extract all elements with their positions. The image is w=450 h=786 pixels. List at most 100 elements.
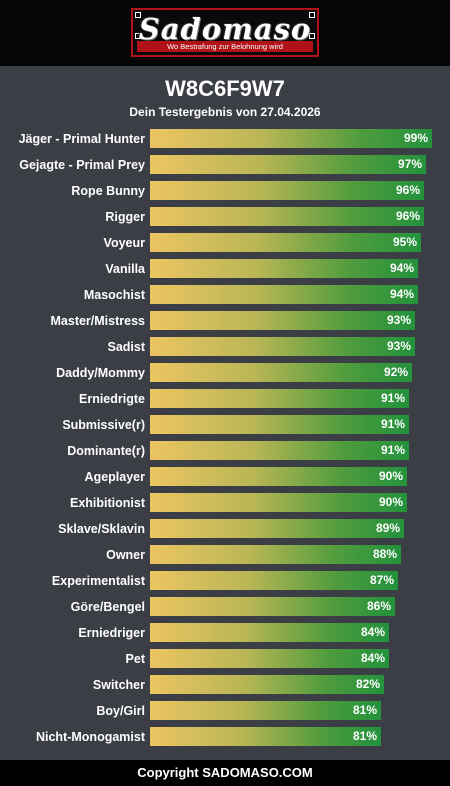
bar-track: 93%: [150, 311, 435, 330]
bar-track: 84%: [150, 649, 435, 668]
score-bar: 94%: [150, 259, 418, 278]
sadomaso-logo[interactable]: Sadomaso Wo Bestrafung zur Belohnung wir…: [131, 8, 319, 57]
score-value-label: 89%: [375, 521, 400, 535]
category-label: Jäger - Primal Hunter: [18, 132, 145, 146]
bar-track: 84%: [150, 623, 435, 642]
score-bar: 81%: [150, 727, 381, 746]
category-label: Daddy/Mommy: [56, 366, 145, 380]
bar-track: 96%: [150, 207, 435, 226]
category-label: Gejagte - Primal Prey: [19, 158, 145, 172]
score-value-label: 88%: [372, 547, 397, 561]
result-row: Sklave/Sklavin 89%: [0, 518, 450, 544]
bar-track: 89%: [150, 519, 435, 538]
score-value-label: 92%: [383, 365, 408, 379]
score-value-label: 90%: [378, 469, 403, 483]
category-label: Boy/Girl: [96, 704, 145, 718]
category-label: Pet: [125, 652, 145, 666]
category-label: Rope Bunny: [71, 184, 145, 198]
score-value-label: 96%: [395, 209, 420, 223]
result-row: Pet 84%: [0, 648, 450, 674]
score-value-label: 87%: [369, 573, 394, 587]
score-bar: 86%: [150, 597, 395, 616]
result-row: Owner 88%: [0, 544, 450, 570]
score-value-label: 90%: [378, 495, 403, 509]
bar-track: 90%: [150, 467, 435, 486]
bar-track: 88%: [150, 545, 435, 564]
score-bar: 84%: [150, 649, 389, 668]
category-label: Master/Mistress: [50, 314, 146, 328]
result-row: Vanilla 94%: [0, 258, 450, 284]
score-bar: 96%: [150, 207, 424, 226]
result-row: Rope Bunny 96%: [0, 180, 450, 206]
bar-track: 97%: [150, 155, 435, 174]
results-bar-chart: Jäger - Primal Hunter 99% Gejagte - Primal…: [0, 128, 450, 752]
result-row: Switcher 82%: [0, 674, 450, 700]
score-bar: 88%: [150, 545, 401, 564]
score-value-label: 93%: [386, 313, 411, 327]
result-row: Masochist 94%: [0, 284, 450, 310]
category-label: Ageplayer: [84, 470, 145, 484]
score-bar: 82%: [150, 675, 384, 694]
logo-corner-ornament: [309, 12, 315, 18]
score-bar: 94%: [150, 285, 418, 304]
score-value-label: 94%: [389, 261, 414, 275]
result-row: Dominante(r) 91%: [0, 440, 450, 466]
score-bar: 95%: [150, 233, 421, 252]
score-value-label: 96%: [395, 183, 420, 197]
score-bar: 81%: [150, 701, 381, 720]
category-label: Erniedriger: [78, 626, 145, 640]
score-bar: 90%: [150, 467, 407, 486]
bar-track: 91%: [150, 415, 435, 434]
bar-track: 95%: [150, 233, 435, 252]
logo-corner-ornament: [135, 33, 141, 39]
score-value-label: 84%: [360, 625, 385, 639]
category-label: Erniedrigte: [79, 392, 145, 406]
score-value-label: 81%: [352, 703, 377, 717]
result-row: Boy/Girl 81%: [0, 700, 450, 726]
result-row: Voyeur 95%: [0, 232, 450, 258]
bar-track: 91%: [150, 389, 435, 408]
result-row: Ageplayer 90%: [0, 466, 450, 492]
category-label: Rigger: [105, 210, 145, 224]
score-value-label: 81%: [352, 729, 377, 743]
score-value-label: 82%: [355, 677, 380, 691]
score-value-label: 91%: [380, 391, 405, 405]
bar-track: 90%: [150, 493, 435, 512]
result-row: Experimentalist 87%: [0, 570, 450, 596]
category-label: Göre/Bengel: [70, 600, 145, 614]
result-row: Nicht-Monogamist 81%: [0, 726, 450, 752]
top-header-bar: Sadomaso Wo Bestrafung zur Belohnung wir…: [0, 0, 450, 66]
category-label: Submissive(r): [62, 418, 145, 432]
result-code-title: W8C6F9W7: [165, 76, 285, 101]
category-label: Masochist: [83, 288, 145, 302]
bar-track: 81%: [150, 701, 435, 720]
result-row: Master/Mistress 93%: [0, 310, 450, 336]
logo-wordmark: Sadomaso: [138, 12, 312, 46]
bar-track: 99%: [150, 129, 435, 148]
result-row: Göre/Bengel 86%: [0, 596, 450, 622]
score-bar: 93%: [150, 337, 415, 356]
score-bar: 87%: [150, 571, 398, 590]
result-row: Gejagte - Primal Prey 97%: [0, 154, 450, 180]
category-label: Voyeur: [103, 236, 145, 250]
bar-track: 86%: [150, 597, 435, 616]
result-row: Erniedriger 84%: [0, 622, 450, 648]
score-bar: 96%: [150, 181, 424, 200]
category-label: Sklave/Sklavin: [58, 522, 145, 536]
score-value-label: 91%: [380, 417, 405, 431]
result-date-subtitle: Dein Testergebnis von 27.04.2026: [129, 105, 321, 119]
result-row: Exhibitionist 90%: [0, 492, 450, 518]
score-bar: 84%: [150, 623, 389, 642]
score-bar: 89%: [150, 519, 404, 538]
result-row: Sadist 93%: [0, 336, 450, 362]
score-bar: 92%: [150, 363, 412, 382]
category-label: Owner: [106, 548, 145, 562]
category-label: Switcher: [92, 678, 145, 692]
logo-tagline: Wo Bestrafung zur Belohnung wird: [137, 41, 313, 52]
score-bar: 90%: [150, 493, 407, 512]
score-bar: 91%: [150, 415, 409, 434]
category-label: Vanilla: [105, 262, 145, 276]
bar-track: 92%: [150, 363, 435, 382]
score-value-label: 91%: [380, 443, 405, 457]
score-value-label: 97%: [397, 157, 422, 171]
